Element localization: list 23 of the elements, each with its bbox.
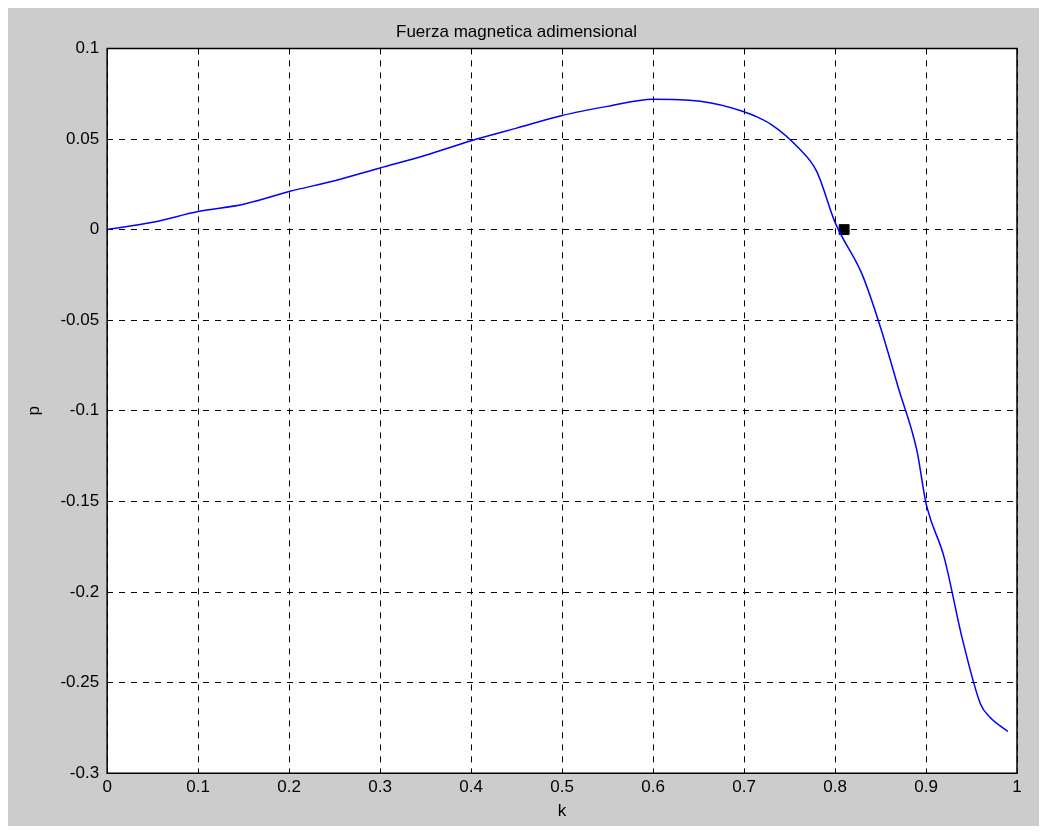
x-tick-label: 0.9: [914, 777, 938, 797]
x-tick-label: 0.5: [550, 777, 574, 797]
x-tick-label: 0.6: [641, 777, 665, 797]
x-tick-label: 0.8: [823, 777, 847, 797]
y-axis-title: p: [23, 406, 43, 416]
chart-title: Fuerza magnetica adimensional: [396, 21, 637, 41]
x-tick-label: 0.7: [732, 777, 756, 797]
line-series: [107, 98, 1009, 733]
y-tick-label: -0.3: [69, 762, 100, 782]
y-tick-label: 0.05: [66, 128, 100, 148]
y-tick-label: -0.2: [69, 581, 100, 601]
y-tick-label: -0.1: [69, 400, 100, 420]
y-tick-label: -0.25: [60, 672, 100, 692]
y-tick-label: -0.15: [60, 491, 100, 511]
x-tick-label: 1: [1012, 777, 1022, 797]
x-axis-title: k: [557, 801, 567, 821]
x-tick-label: 0.4: [459, 777, 483, 797]
x-tick-label: 0.1: [186, 777, 210, 797]
y-tick-label: -0.05: [60, 309, 100, 329]
y-tick-label: 0.1: [75, 38, 100, 58]
y-tick-label: 0: [89, 219, 100, 239]
x-tick-label: 0.2: [277, 777, 301, 797]
x-tick-label: 0.3: [368, 777, 392, 797]
